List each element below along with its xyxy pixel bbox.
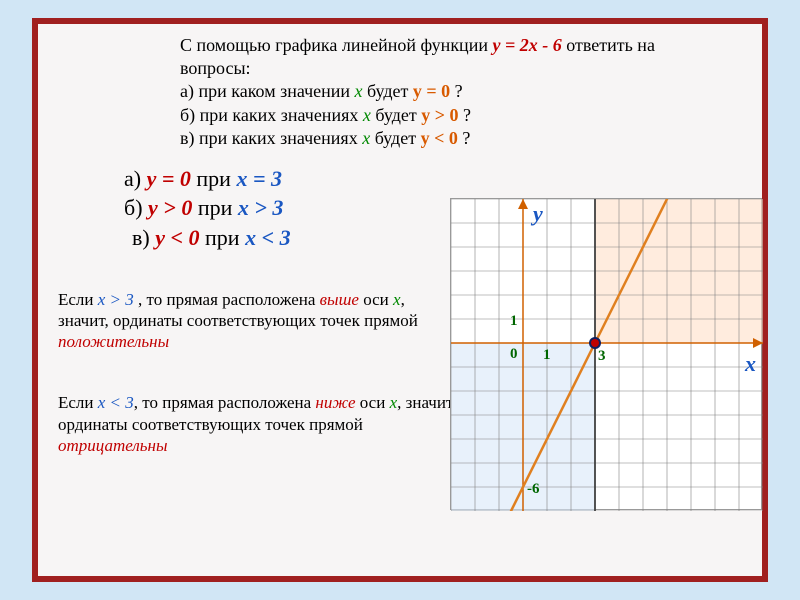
answer-a: а) у = 0 при х = 3 bbox=[124, 164, 748, 194]
task-q-c: в) при каких значениях х будет у < 0 ? bbox=[180, 127, 728, 150]
svg-text:у: у bbox=[530, 201, 543, 226]
task-q-a: а) при каком значении х будет у = 0 ? bbox=[180, 80, 728, 103]
chart-svg: 0 1 1 3 -6 у х bbox=[451, 199, 763, 511]
slide-content: С помощью графика линейной функции у = 2… bbox=[38, 24, 762, 576]
chart: 0 1 1 3 -6 у х bbox=[450, 198, 762, 510]
task-intro: С помощью графика линейной функции у = 2… bbox=[180, 34, 728, 79]
svg-text:1: 1 bbox=[510, 313, 518, 329]
svg-text:0: 0 bbox=[510, 346, 518, 362]
svg-text:-6: -6 bbox=[527, 481, 540, 497]
task-q-b: б) при каких значениях х будет у > 0 ? bbox=[180, 104, 728, 127]
svg-text:х: х bbox=[744, 351, 756, 376]
explain-1: Если х > 3 , то прямая расположена выше … bbox=[58, 289, 458, 353]
svg-text:3: 3 bbox=[598, 348, 606, 364]
outer-frame: С помощью графика линейной функции у = 2… bbox=[32, 18, 768, 582]
task-formula: у = 2х - 6 bbox=[492, 35, 561, 55]
svg-text:1: 1 bbox=[543, 347, 551, 363]
task-block: С помощью графика линейной функции у = 2… bbox=[180, 34, 728, 150]
explain-2: Если х < 3, то прямая расположена ниже о… bbox=[58, 392, 458, 456]
